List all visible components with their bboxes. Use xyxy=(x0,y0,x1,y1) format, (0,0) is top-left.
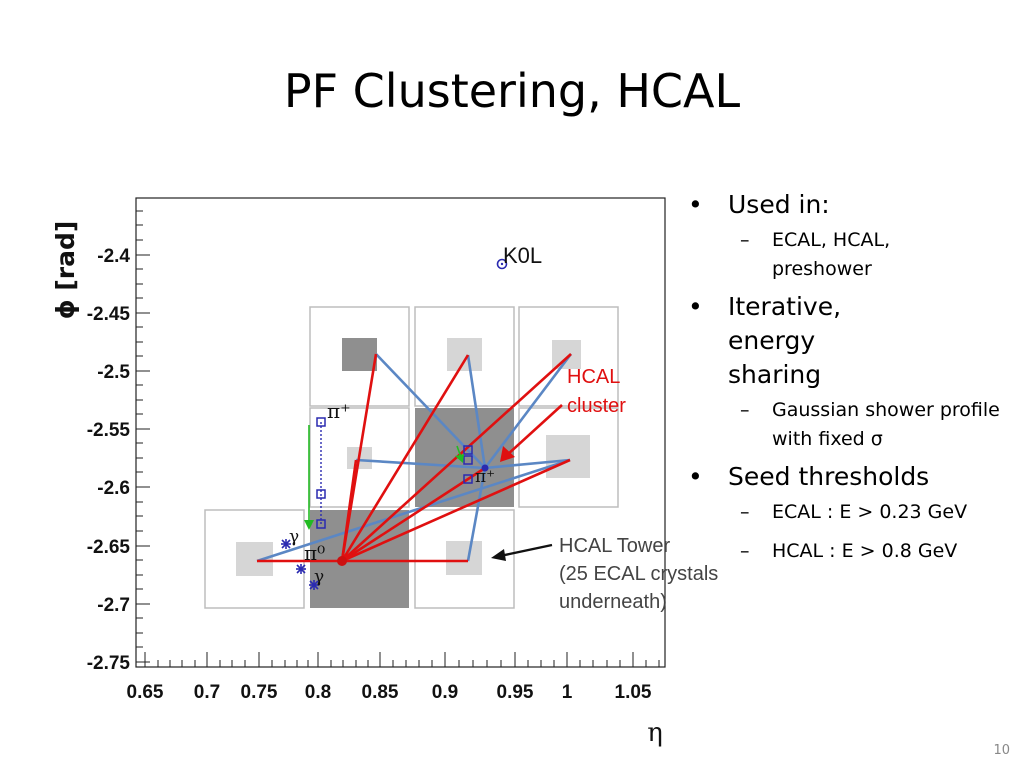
cluster-arrow-head xyxy=(500,446,515,462)
x-axis-ticks xyxy=(144,652,660,667)
bullet-list: Used in: ECAL, HCAL, preshower Iterative… xyxy=(686,188,1016,572)
track-point xyxy=(463,474,473,484)
pi-zero-marker xyxy=(337,556,347,566)
page-number: 10 xyxy=(993,743,1010,758)
cluster-link-line xyxy=(341,466,486,563)
track-point xyxy=(316,417,326,427)
cluster-links xyxy=(257,353,572,563)
cluster-link-line xyxy=(340,354,470,562)
y-tick-label: -2.4 xyxy=(97,246,130,267)
hcal-tower-annotation: HCAL Tower (25 ECAL crystals underneath) xyxy=(559,535,718,613)
hcal-cell-energy xyxy=(342,338,377,371)
cluster-link-line xyxy=(341,353,572,562)
cluster-link-line xyxy=(340,459,358,562)
hcal-tower-label-line1: HCAL Tower xyxy=(559,535,670,557)
hcal-tower-label-line2: (25 ECAL crystals xyxy=(559,563,718,585)
bullet-item: Seed thresholds xyxy=(686,460,1016,494)
x-axis-title: η xyxy=(647,718,663,748)
pi-plus-label-cluster: π⁺ xyxy=(475,467,495,487)
gamma-star-icon xyxy=(296,564,306,574)
green-arrow-head xyxy=(304,520,314,530)
tower-arrow-head xyxy=(491,549,506,561)
pi-plus-track xyxy=(316,417,473,529)
track-point xyxy=(316,519,326,529)
x-tick-label: 1 xyxy=(562,682,573,703)
sub-bullet-item: Gaussian shower profile with fixed σ xyxy=(686,396,1002,454)
hcal-tower-label-line3: underneath) xyxy=(559,591,667,613)
y-axis-title: ϕ [rad] xyxy=(51,221,80,320)
x-tick-label: 0.7 xyxy=(194,682,220,703)
y-axis-ticks xyxy=(136,210,150,663)
y-tick-label: -2.45 xyxy=(87,304,131,325)
hcal-link-line xyxy=(466,467,487,562)
hcal-cell-outline xyxy=(414,509,515,609)
k0l-label: K0L xyxy=(503,243,542,268)
y-tick-label: -2.7 xyxy=(97,595,130,616)
cluster-link-line xyxy=(341,458,571,563)
slide-title: PF Clustering, HCAL xyxy=(283,64,741,118)
hcal-link-line xyxy=(355,458,486,470)
x-tick-label: 0.9 xyxy=(432,682,458,703)
y-tick-label: -2.75 xyxy=(87,653,131,674)
cluster-arrow-line xyxy=(506,404,563,456)
sub-bullet-item: ECAL, HCAL, preshower xyxy=(686,226,982,284)
sub-bullet-item: HCAL : E > 0.8 GeV xyxy=(686,537,1016,566)
x-tick-label: 1.05 xyxy=(615,682,652,703)
bullet-item: Used in: xyxy=(686,188,1016,222)
hcal-cell-energy xyxy=(446,541,482,575)
hcal-cell-energy xyxy=(447,338,482,371)
y-tick-label: -2.6 xyxy=(97,478,130,499)
hcal-cell-energy xyxy=(236,542,273,576)
y-tick-label: -2.65 xyxy=(87,537,131,558)
hcal-cell-outline xyxy=(309,407,410,508)
hcal-cell-outline xyxy=(518,407,619,508)
x-tick-labels: 0.65 0.7 0.75 0.8 0.85 0.9 0.95 1 1.05 xyxy=(127,682,652,703)
x-tick-label: 0.65 xyxy=(127,682,164,703)
gamma-star-icon xyxy=(309,580,319,590)
k0l-marker xyxy=(496,258,508,270)
hcal-cluster-arrow xyxy=(500,404,563,462)
x-tick-label: 0.8 xyxy=(305,682,331,703)
hcal-cell-outline xyxy=(204,509,305,609)
hcal-link-line xyxy=(466,354,487,469)
hcal-tower-arrow xyxy=(491,543,553,561)
pi-plus-label: π⁺ xyxy=(327,399,351,423)
hcal-cell-energy xyxy=(552,340,581,369)
hcal-cluster-label-line1: HCAL xyxy=(567,366,620,388)
x-tick-label: 0.75 xyxy=(241,682,278,703)
gamma-label: γ xyxy=(314,567,324,587)
particle-labels: K0L π⁺ π⁺ π⁰ γ γ xyxy=(289,243,542,587)
green-arrow-head xyxy=(455,454,464,463)
hcal-cell-outline xyxy=(518,306,619,407)
y-tick-labels: -2.4 -2.45 -2.5 -2.55 -2.6 -2.65 -2.7 -2… xyxy=(87,246,131,674)
gamma-star-icon xyxy=(281,539,291,549)
green-arrows xyxy=(304,425,464,530)
y-tick-label: -2.5 xyxy=(97,362,130,383)
pi-zero-label: π⁰ xyxy=(304,541,325,565)
hcal-cell-energy xyxy=(546,435,590,478)
sub-bullet-item: ECAL : E > 0.23 GeV xyxy=(686,498,1016,527)
track-point xyxy=(463,455,473,465)
x-tick-label: 0.85 xyxy=(362,682,399,703)
track-point xyxy=(463,445,473,455)
bullet-item: Iterative, energy sharing xyxy=(686,290,898,392)
gamma-markers xyxy=(281,539,319,590)
hcal-cell-outline xyxy=(309,306,410,407)
hcal-cell-outline xyxy=(414,306,515,407)
hcal-cell-outlines xyxy=(204,306,619,609)
hcal-link-line xyxy=(483,353,573,469)
tower-arrow-line xyxy=(499,543,553,558)
y-tick-label: -2.55 xyxy=(87,420,131,441)
hcal-cluster-annotation: HCAL cluster xyxy=(567,366,626,417)
x-tick-label: 0.95 xyxy=(497,682,534,703)
hcal-cell-energy xyxy=(310,510,409,608)
hcal-link-line xyxy=(484,458,571,470)
k0l-marker-center xyxy=(500,262,504,266)
track-point xyxy=(316,489,326,499)
cluster-position-marker xyxy=(481,464,489,472)
hcal-link-line xyxy=(256,458,571,563)
gamma-label: γ xyxy=(289,527,299,547)
hcal-cluster-label-line2: cluster xyxy=(567,395,626,417)
